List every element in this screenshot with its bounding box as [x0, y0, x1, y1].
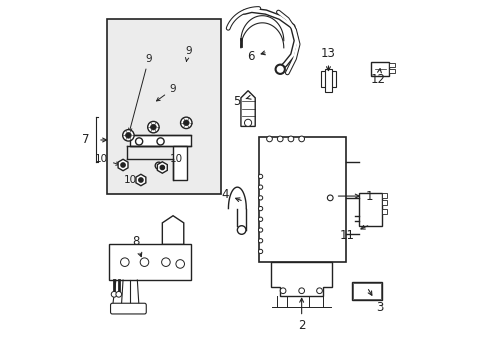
- Bar: [388, 68, 394, 73]
- Bar: [258, 137, 346, 262]
- Circle shape: [258, 217, 262, 221]
- Text: 4: 4: [221, 188, 241, 202]
- Circle shape: [280, 288, 285, 294]
- FancyBboxPatch shape: [110, 303, 146, 314]
- Text: 10: 10: [163, 154, 182, 167]
- Bar: [320, 71, 336, 87]
- Circle shape: [157, 138, 164, 145]
- Polygon shape: [173, 146, 187, 180]
- Circle shape: [139, 178, 143, 182]
- Polygon shape: [118, 159, 128, 171]
- Circle shape: [287, 136, 293, 142]
- Text: 2: 2: [297, 298, 305, 332]
- Circle shape: [258, 249, 262, 253]
- Circle shape: [258, 239, 262, 243]
- Circle shape: [298, 136, 304, 142]
- Bar: [388, 63, 394, 67]
- Text: 9: 9: [185, 46, 191, 62]
- Text: 10: 10: [95, 154, 119, 165]
- Polygon shape: [162, 216, 183, 244]
- Circle shape: [258, 174, 262, 179]
- Circle shape: [326, 195, 332, 201]
- Circle shape: [237, 226, 245, 234]
- Circle shape: [298, 288, 304, 294]
- Text: 13: 13: [320, 47, 335, 71]
- Bar: [324, 69, 331, 93]
- Circle shape: [183, 120, 189, 126]
- Circle shape: [111, 292, 117, 297]
- Text: 9: 9: [156, 84, 176, 101]
- Polygon shape: [271, 262, 331, 296]
- Circle shape: [162, 258, 170, 266]
- Bar: [351, 282, 381, 300]
- Polygon shape: [241, 91, 255, 126]
- Circle shape: [258, 206, 262, 211]
- Text: 8: 8: [132, 235, 142, 257]
- Circle shape: [180, 117, 192, 129]
- Circle shape: [116, 292, 122, 297]
- Circle shape: [140, 258, 148, 266]
- Circle shape: [266, 136, 272, 142]
- Bar: [358, 193, 381, 226]
- Bar: [381, 193, 386, 198]
- Polygon shape: [136, 174, 145, 186]
- Text: 9: 9: [128, 54, 152, 132]
- Text: 5: 5: [232, 95, 251, 108]
- Circle shape: [275, 64, 285, 74]
- Polygon shape: [130, 135, 190, 146]
- Polygon shape: [157, 162, 167, 173]
- Circle shape: [122, 130, 134, 141]
- Circle shape: [258, 185, 262, 189]
- Text: 7: 7: [81, 134, 89, 147]
- Circle shape: [244, 119, 251, 126]
- Text: 1: 1: [338, 190, 373, 203]
- Circle shape: [155, 162, 162, 169]
- Circle shape: [121, 163, 125, 167]
- Circle shape: [150, 124, 156, 130]
- Circle shape: [277, 136, 283, 142]
- Circle shape: [125, 132, 131, 138]
- Circle shape: [147, 121, 159, 133]
- Text: 11: 11: [339, 226, 367, 242]
- FancyBboxPatch shape: [107, 19, 221, 194]
- Text: 3: 3: [367, 289, 383, 314]
- Bar: [352, 283, 380, 298]
- Bar: [370, 62, 388, 76]
- Circle shape: [316, 288, 322, 294]
- Polygon shape: [108, 244, 190, 280]
- Text: 10: 10: [123, 175, 140, 185]
- Text: 12: 12: [370, 69, 385, 86]
- Circle shape: [121, 258, 129, 266]
- Bar: [381, 209, 386, 214]
- Circle shape: [176, 260, 184, 268]
- Circle shape: [135, 138, 142, 145]
- Bar: [381, 200, 386, 205]
- Circle shape: [258, 228, 262, 232]
- Text: 6: 6: [246, 50, 265, 63]
- Circle shape: [160, 165, 164, 170]
- Circle shape: [258, 196, 262, 200]
